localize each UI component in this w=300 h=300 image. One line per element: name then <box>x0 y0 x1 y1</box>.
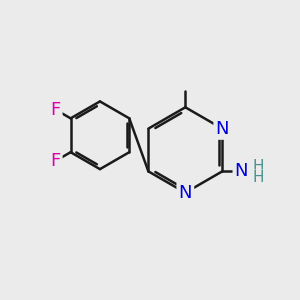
Text: N: N <box>178 184 192 202</box>
Text: N: N <box>235 162 248 180</box>
Text: N: N <box>216 120 229 138</box>
Text: H: H <box>253 170 264 185</box>
Text: F: F <box>50 100 60 118</box>
Text: F: F <box>50 152 60 170</box>
Text: H: H <box>253 159 264 174</box>
